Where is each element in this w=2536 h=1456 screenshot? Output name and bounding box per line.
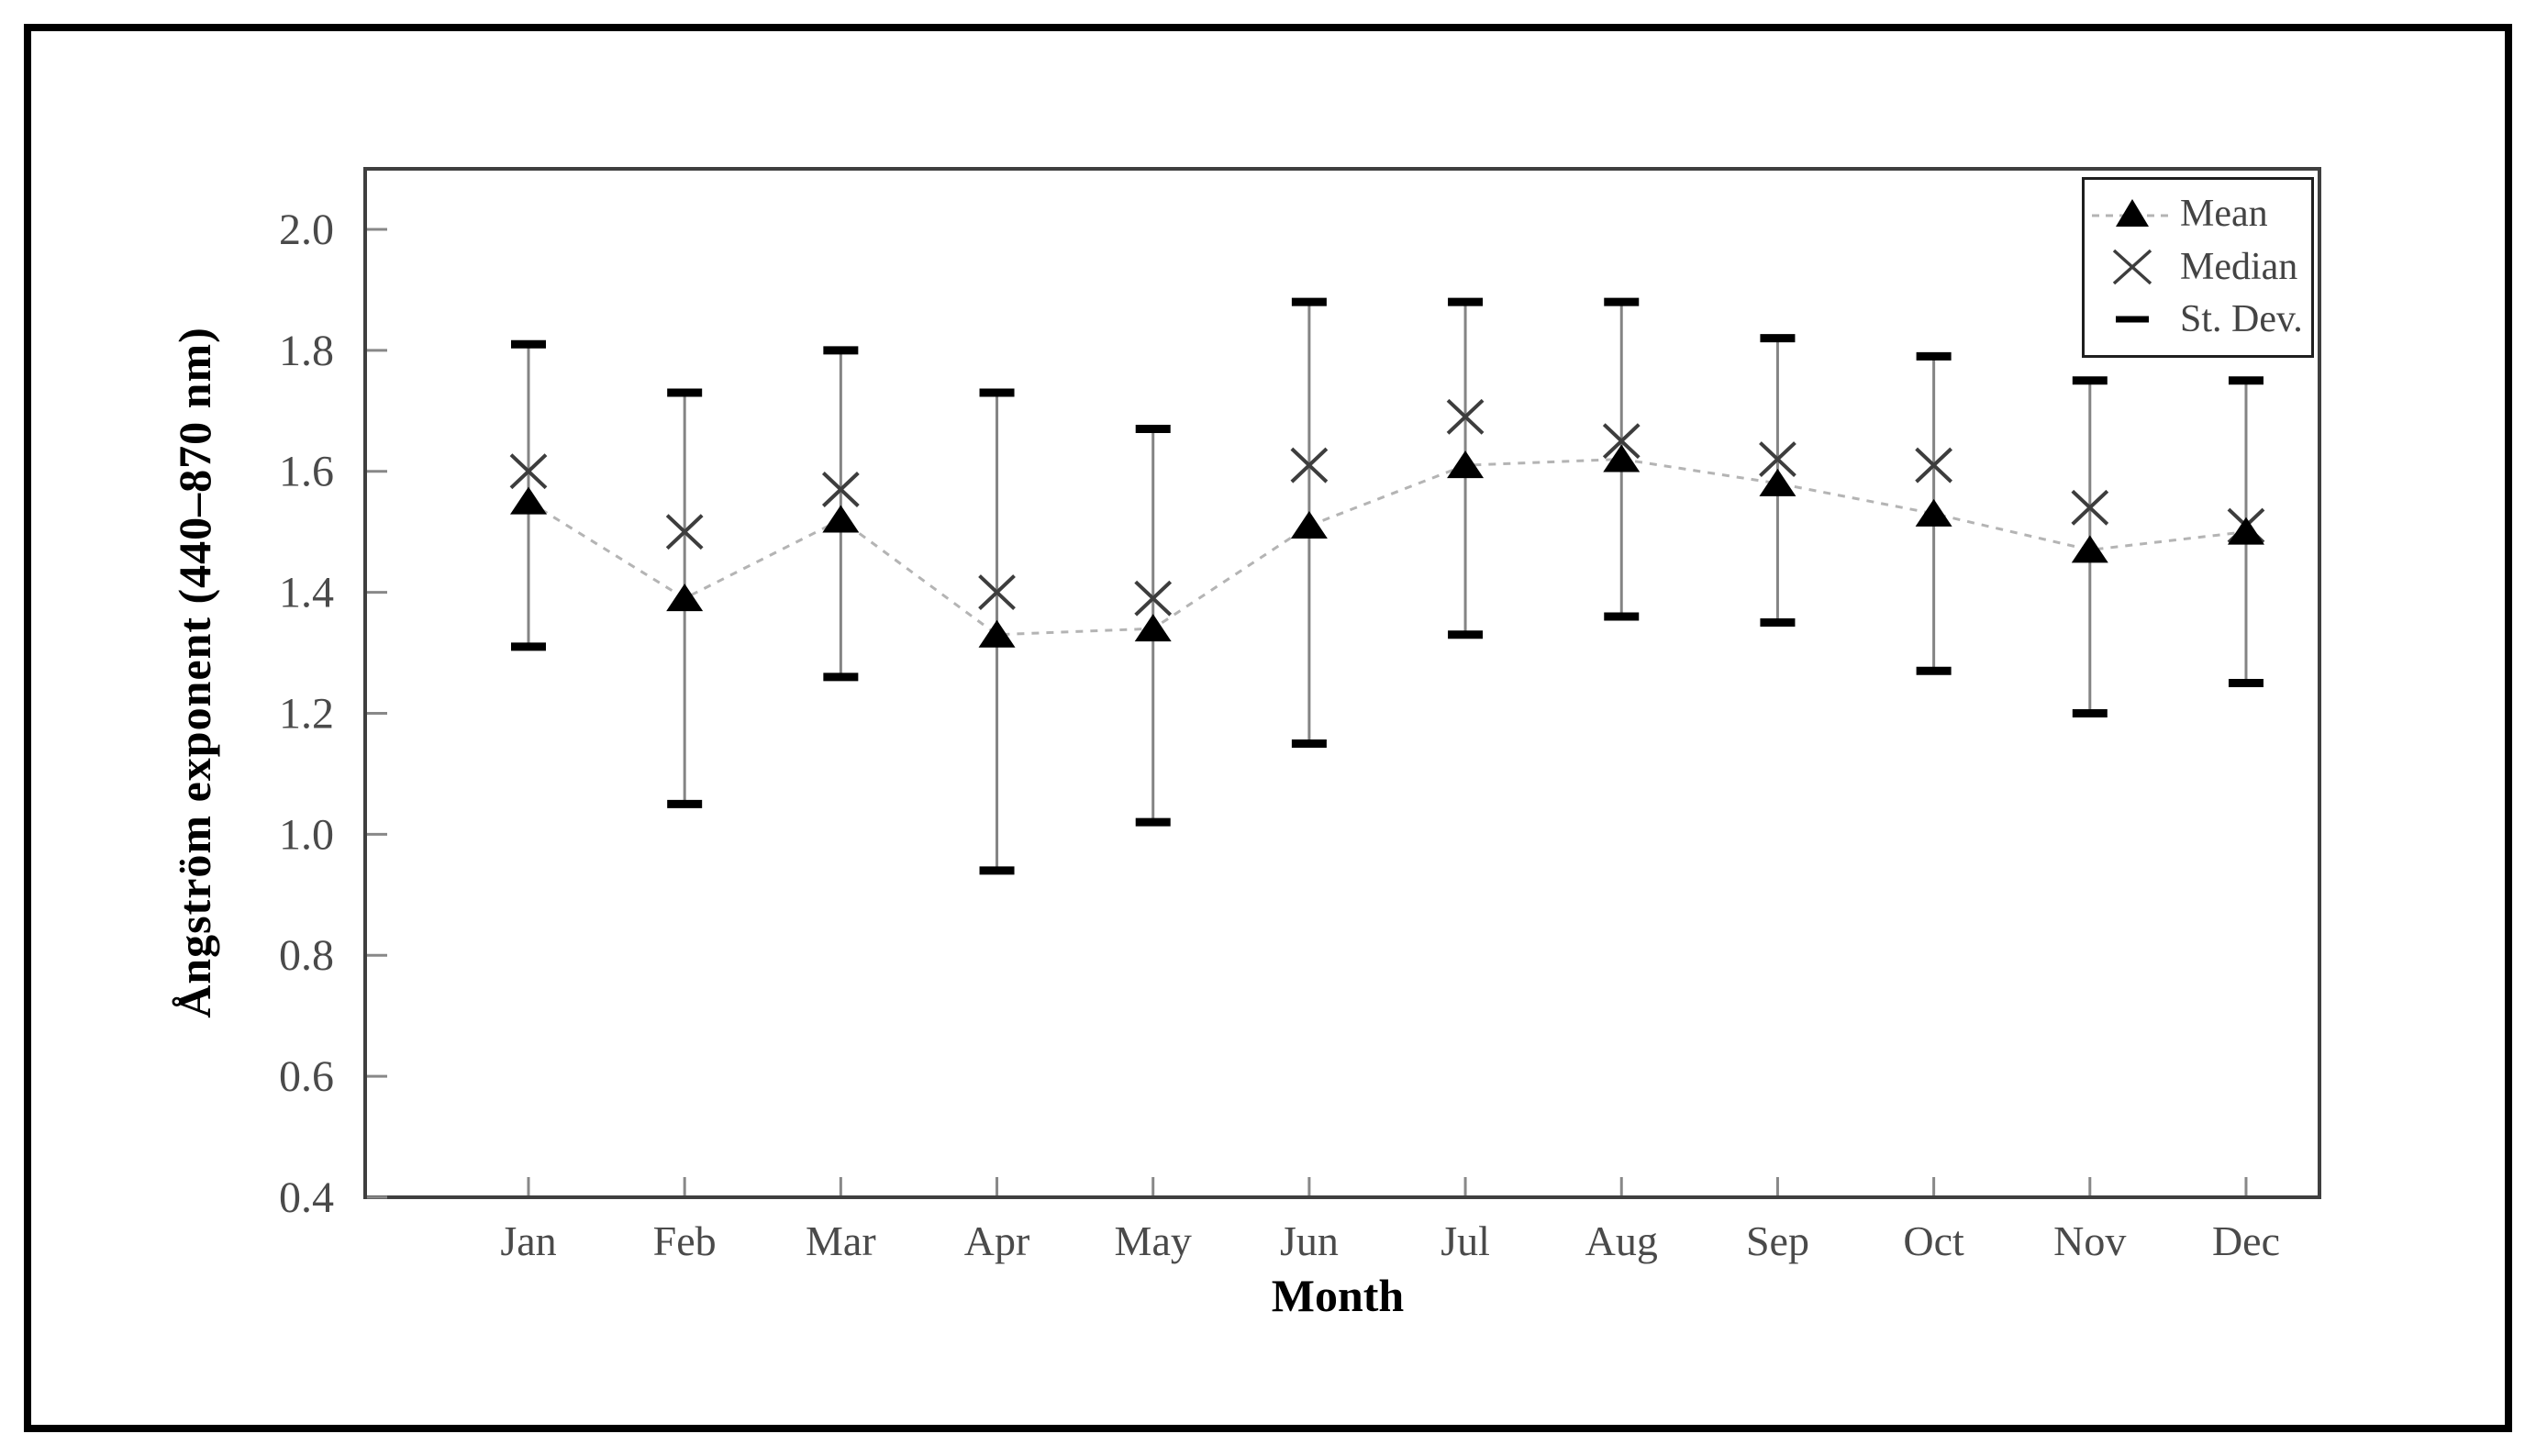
x-tick-label: Oct: [1903, 1217, 1964, 1264]
mean-marker-jun: [1290, 511, 1328, 539]
y-tick-label: 1.2: [279, 689, 334, 738]
mean-marker-oct: [1915, 498, 1952, 527]
legend-label-mean: Mean: [2180, 192, 2268, 235]
mean-marker-feb: [666, 584, 704, 612]
y-tick-label: 1.8: [279, 327, 334, 375]
y-tick-label: 1.0: [279, 810, 334, 859]
mean-marker-aug: [1603, 444, 1641, 472]
legend-entry-mean: Mean: [2085, 187, 2311, 240]
mean-marker-apr: [978, 619, 1016, 648]
x-tick-label: May: [1115, 1217, 1192, 1264]
y-tick-label: 0.8: [279, 931, 334, 980]
x-tick-label: Jul: [1440, 1217, 1490, 1264]
median-marker-oct: [1915, 447, 1952, 483]
mean-line: [528, 458, 2247, 637]
median-marker-feb: [665, 514, 704, 550]
median-marker-nov: [2071, 489, 2109, 526]
median-marker-mar: [821, 472, 860, 507]
median-marker-jul: [1446, 398, 1485, 435]
y-tick-label: 1.4: [279, 569, 334, 617]
x-tick-label: Feb: [653, 1217, 717, 1264]
mean-triangle-icon: [2085, 194, 2180, 234]
x-tick-label: Apr: [964, 1217, 1030, 1264]
median-marker-aug: [1602, 423, 1641, 460]
median-marker-may: [1134, 580, 1173, 617]
y-tick-label: 1.6: [279, 448, 334, 496]
mean-marker-jul: [1447, 450, 1485, 479]
x-axis-title: Month: [1271, 1270, 1405, 1321]
median-marker-sep: [1759, 441, 1796, 477]
y-axis-title: Ångström exponent (440–870 nm): [169, 327, 220, 1018]
median-marker-apr: [978, 574, 1016, 611]
x-tick-label: Aug: [1585, 1217, 1658, 1264]
x-tick-label: Nov: [2053, 1217, 2126, 1264]
median-x-icon: [2085, 245, 2180, 289]
x-tick-label: Sep: [1746, 1217, 1809, 1264]
mean-marker-nov: [2071, 535, 2108, 563]
plot-area: [363, 167, 2321, 1199]
legend-label-median: Median: [2180, 245, 2298, 288]
x-tick-label: Mar: [806, 1217, 876, 1264]
legend-label-stdev: St. Dev.: [2180, 298, 2303, 341]
y-tick-label: 0.4: [279, 1173, 334, 1222]
mean-marker-mar: [822, 505, 860, 533]
mean-marker-may: [1134, 614, 1172, 642]
median-marker-jan: [509, 453, 548, 490]
y-tick-label: 0.6: [279, 1052, 334, 1101]
x-tick-label: Dec: [2212, 1217, 2280, 1264]
mean-marker-sep: [1759, 468, 1796, 496]
x-tick-label: Jan: [500, 1217, 556, 1264]
mean-marker-dec: [2227, 517, 2264, 545]
median-marker-jun: [1290, 447, 1329, 483]
y-tick-label: 2.0: [279, 206, 334, 254]
stdev-dash-icon: [2085, 310, 2180, 328]
x-tick-label: Jun: [1280, 1217, 1339, 1264]
legend-box: Mean Median St. Dev.: [2082, 177, 2314, 358]
legend-entry-median: Median: [2085, 240, 2311, 294]
legend-entry-stdev: St. Dev.: [2085, 293, 2311, 346]
mean-marker-jan: [510, 486, 547, 515]
